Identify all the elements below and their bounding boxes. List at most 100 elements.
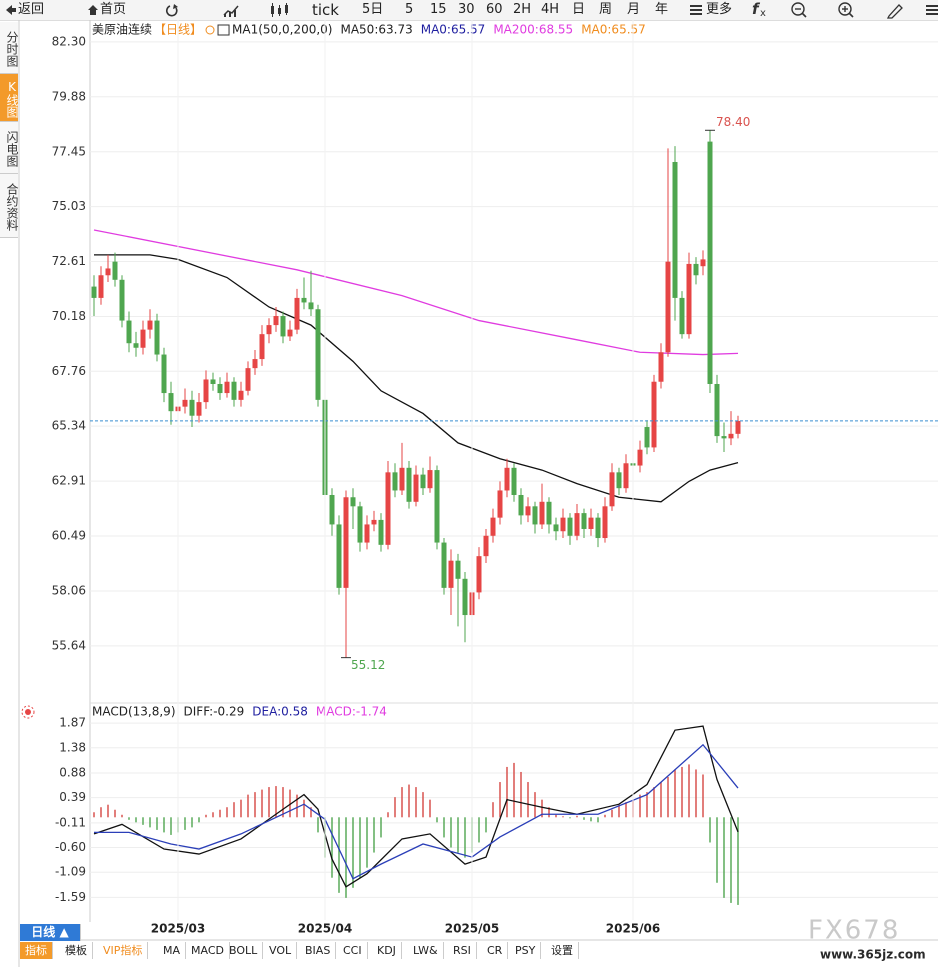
- indicator-tab[interactable]: CR: [482, 942, 509, 959]
- indicator-tab[interactable]: MACD: [186, 942, 230, 959]
- candle-body: [189, 399, 195, 416]
- candle-body: [658, 352, 664, 382]
- period-tab[interactable]: 日线 ▲: [20, 924, 81, 941]
- settings-icon: [205, 25, 215, 35]
- candle-body: [420, 474, 426, 489]
- candle-body: [182, 399, 188, 407]
- y-tick-label: 60.49: [52, 528, 86, 542]
- line-dea: [94, 743, 739, 880]
- candle-body: [308, 302, 314, 310]
- period-button[interactable]: 15: [430, 2, 447, 17]
- period-button[interactable]: 2H: [513, 2, 532, 17]
- candle-body: [721, 436, 727, 439]
- candle-body: [203, 379, 209, 403]
- period-button[interactable]: 周: [599, 2, 613, 17]
- x-tick-label: 2025/06: [606, 922, 660, 936]
- indicator-tab[interactable]: VIP指标: [98, 942, 149, 959]
- candle-body: [651, 381, 657, 448]
- candle-body: [455, 560, 461, 579]
- legend-item: MA200:68.55: [493, 23, 573, 37]
- y-tick-label: 77.45: [52, 144, 86, 158]
- candle-body: [476, 556, 482, 593]
- period-button[interactable]: 30: [458, 2, 475, 17]
- indicator-tab[interactable]: RSI: [448, 942, 477, 959]
- macd-icon: [25, 709, 31, 715]
- indicator-tab[interactable]: 指标: [20, 942, 53, 959]
- period-button[interactable]: 60: [486, 2, 503, 17]
- indicator-tab[interactable]: BIAS: [300, 942, 337, 959]
- candle-body: [357, 506, 363, 543]
- candle-body: [329, 494, 335, 525]
- candle-body: [273, 316, 279, 326]
- legend-item: DIFF:-0.29: [184, 705, 245, 719]
- candle-body: [609, 472, 615, 507]
- candle-body: [238, 390, 244, 400]
- macd-icon-ring: [21, 705, 35, 719]
- candle-body: [504, 467, 510, 491]
- more-button[interactable]: 更多: [706, 2, 733, 17]
- candle-body: [119, 279, 125, 321]
- period-button[interactable]: 5日: [362, 2, 384, 17]
- indicator-tab[interactable]: KDJ: [372, 942, 402, 959]
- indicator-tab[interactable]: LW&: [408, 942, 444, 959]
- period-button[interactable]: 月: [627, 2, 641, 17]
- period-button[interactable]: 日: [572, 2, 586, 17]
- legend-item: MA1(50,0,200,0): [232, 23, 332, 37]
- home-button[interactable]: 首页: [100, 2, 127, 17]
- candle-body: [434, 470, 440, 543]
- candle-body: [231, 381, 237, 400]
- y-tick-label: 0.39: [59, 790, 86, 804]
- y-tick-label: -0.11: [55, 815, 86, 829]
- period-button[interactable]: tick: [312, 1, 339, 19]
- indicator-tab[interactable]: BOLL: [224, 942, 264, 959]
- indicator-tab[interactable]: 设置: [546, 942, 579, 959]
- y-tick-label: 0.88: [59, 765, 86, 779]
- sidebar-tab[interactable]: 闪电图: [0, 122, 19, 174]
- sidebar-tab[interactable]: 合约资料: [0, 174, 19, 238]
- candle-body: [224, 381, 230, 394]
- period-button[interactable]: 4H: [541, 2, 560, 17]
- candle-body: [448, 560, 454, 588]
- back-button[interactable]: 返回: [18, 2, 45, 17]
- candle-body: [140, 329, 146, 348]
- candle-body: [595, 517, 601, 539]
- legend-item: MACD(13,8,9): [92, 705, 176, 719]
- y-tick-label: -1.59: [55, 890, 86, 904]
- sidebar-tab[interactable]: 分时图: [0, 22, 19, 74]
- legend-item: MA0:65.57: [421, 23, 486, 37]
- candle-body: [735, 420, 741, 434]
- candle-body: [637, 449, 643, 466]
- candle-body: [294, 297, 300, 330]
- sidebar-tab[interactable]: K线图: [0, 74, 19, 122]
- candle-body: [147, 320, 153, 330]
- line-ma200: [93, 229, 739, 356]
- period-button[interactable]: 年: [655, 2, 669, 17]
- candle-body: [91, 286, 97, 298]
- candle-body: [623, 463, 629, 489]
- candle-body: [245, 368, 251, 391]
- indicator-tab[interactable]: PSY: [510, 942, 542, 959]
- candle-body: [378, 519, 384, 545]
- y-tick-label: 82.30: [52, 34, 86, 48]
- watermark-logo: FX678: [808, 916, 900, 946]
- x-tick-label: 2025/03: [151, 922, 205, 936]
- indicator-tab[interactable]: CCI: [338, 942, 368, 959]
- y-tick-label: -1.09: [55, 865, 86, 879]
- candle-body: [602, 506, 608, 539]
- period-button[interactable]: 5: [405, 2, 414, 17]
- candle-body: [399, 467, 405, 491]
- candle-body: [371, 519, 377, 525]
- candle-body: [588, 517, 594, 529]
- line-ma50: [94, 254, 739, 503]
- indicator-tab[interactable]: MA: [158, 942, 187, 959]
- indicator-tab[interactable]: VOL: [264, 942, 298, 959]
- chart-title: 美原油连续: [92, 22, 152, 37]
- indicator-tab[interactable]: 模板: [60, 942, 93, 959]
- candle-body: [217, 383, 223, 394]
- candle-body: [728, 433, 734, 439]
- candle-body: [525, 506, 531, 516]
- y-tick-label: 1.87: [59, 716, 86, 730]
- candle-body: [105, 268, 111, 276]
